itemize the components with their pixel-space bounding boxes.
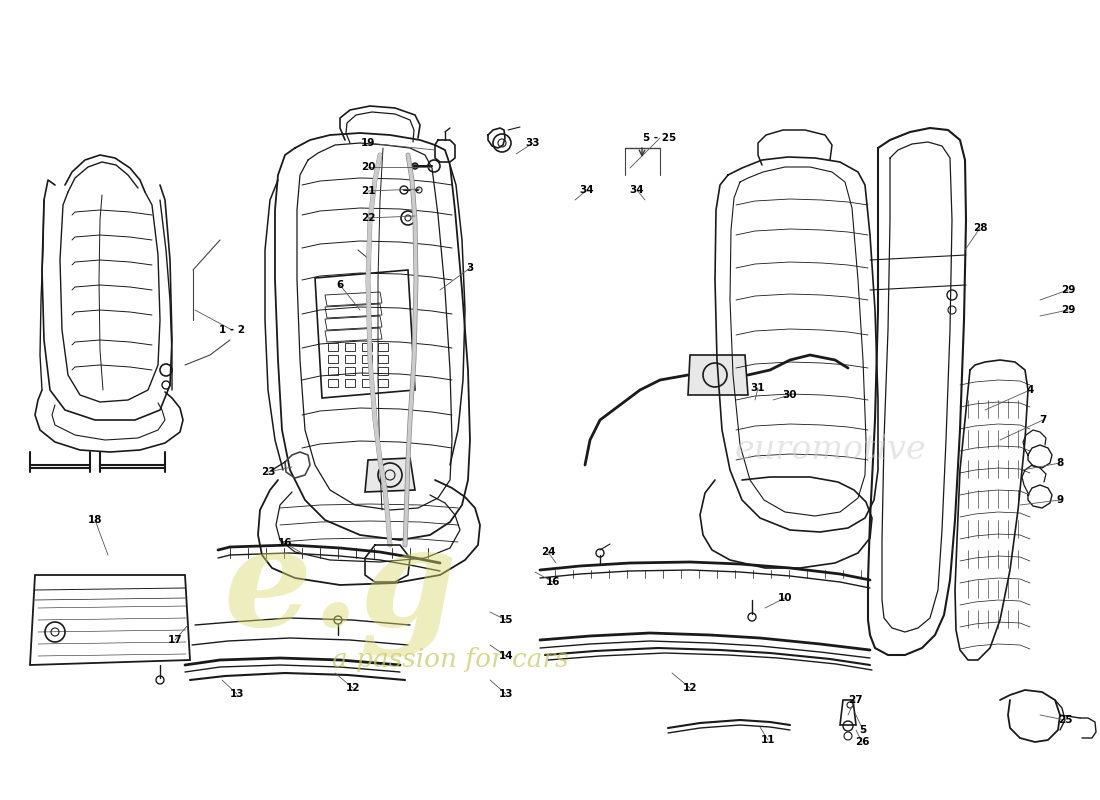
- Text: e.g: e.g: [223, 523, 456, 657]
- Text: 3: 3: [466, 263, 474, 273]
- Text: 1 - 2: 1 - 2: [219, 325, 245, 335]
- Text: 12: 12: [683, 683, 697, 693]
- Text: 17: 17: [167, 635, 183, 645]
- Text: 13: 13: [230, 689, 244, 699]
- Text: 27: 27: [848, 695, 862, 705]
- Text: 6: 6: [337, 280, 343, 290]
- Text: 26: 26: [855, 737, 869, 747]
- Text: 10: 10: [778, 593, 792, 603]
- Text: 34: 34: [580, 185, 594, 195]
- Text: 11: 11: [761, 735, 776, 745]
- Text: 7: 7: [1040, 415, 1047, 425]
- Text: 18: 18: [88, 515, 102, 525]
- Text: 30: 30: [783, 390, 798, 400]
- Text: 28: 28: [972, 223, 988, 233]
- Text: 5: 5: [859, 725, 867, 735]
- Text: 15: 15: [498, 615, 514, 625]
- Text: euromotive: euromotive: [734, 434, 926, 466]
- Polygon shape: [365, 458, 415, 492]
- Text: 29: 29: [1060, 285, 1075, 295]
- Text: 20: 20: [361, 162, 375, 172]
- Text: 29: 29: [1060, 305, 1075, 315]
- Polygon shape: [688, 355, 748, 395]
- Text: 14: 14: [498, 651, 514, 661]
- Text: 16: 16: [546, 577, 560, 587]
- Text: 33: 33: [526, 138, 540, 148]
- Text: 5 - 25: 5 - 25: [644, 133, 676, 143]
- Text: 4: 4: [1026, 385, 1034, 395]
- Text: 23: 23: [261, 467, 275, 477]
- Text: a passion for cars: a passion for cars: [332, 647, 569, 673]
- Text: 16: 16: [277, 538, 293, 548]
- Text: 9: 9: [1056, 495, 1064, 505]
- Text: 25: 25: [1058, 715, 1072, 725]
- Text: 21: 21: [361, 186, 375, 196]
- Text: 22: 22: [361, 213, 375, 223]
- Text: 34: 34: [629, 185, 645, 195]
- Text: 8: 8: [1056, 458, 1064, 468]
- Text: 24: 24: [541, 547, 556, 557]
- Text: 12: 12: [345, 683, 361, 693]
- Text: 13: 13: [498, 689, 514, 699]
- Text: 31: 31: [750, 383, 766, 393]
- Circle shape: [412, 163, 418, 169]
- Text: 19: 19: [361, 138, 375, 148]
